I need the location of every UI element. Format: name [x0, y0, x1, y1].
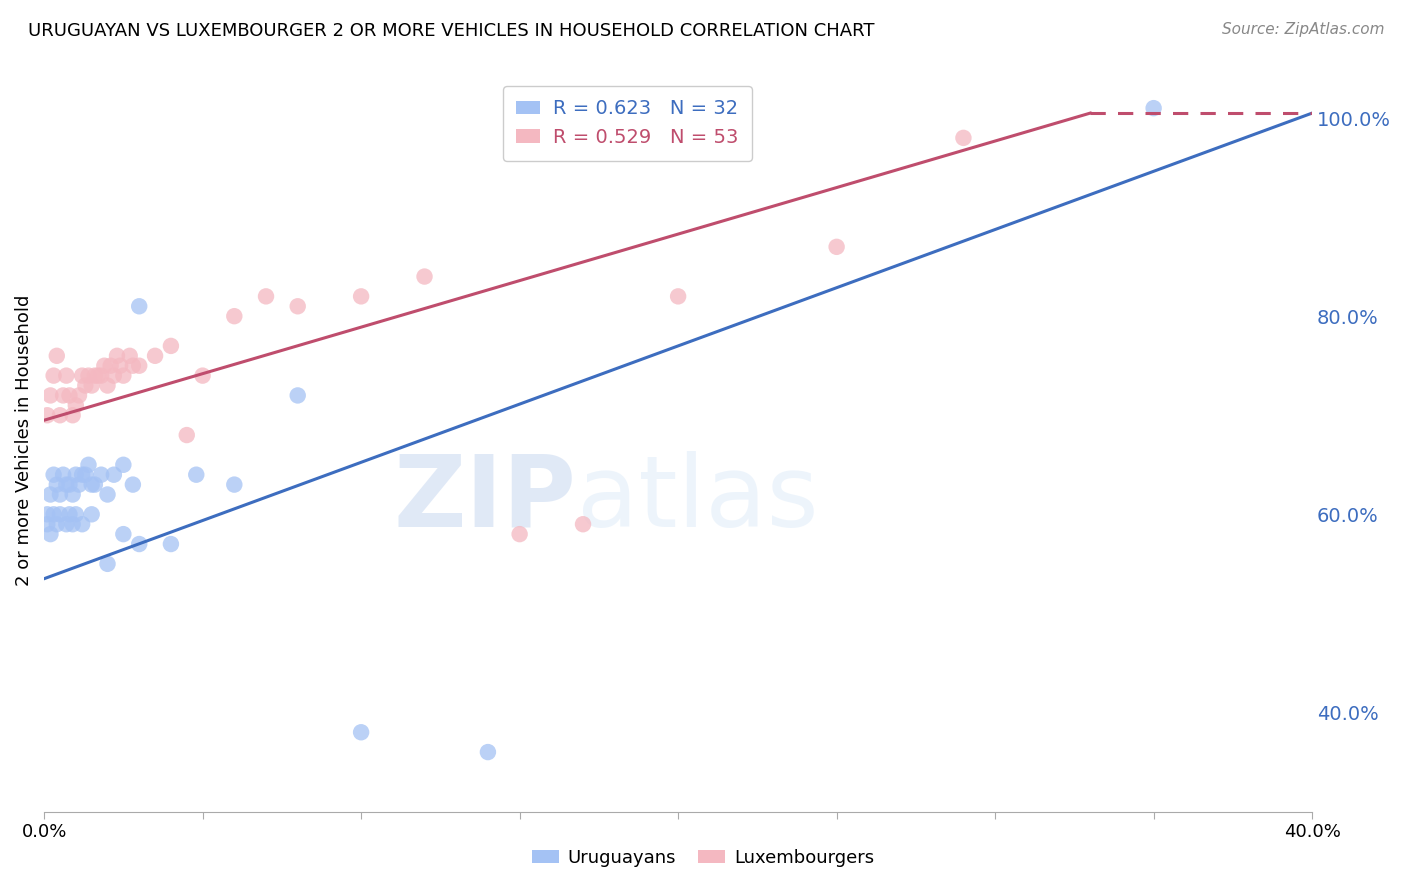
- Point: [67, 477, 90, 491]
- Point: [80, 508, 103, 522]
- Legend: R = 0.623   N = 32, R = 0.529   N = 53: R = 0.623 N = 32, R = 0.529 N = 53: [502, 86, 752, 161]
- Point: [80, 477, 103, 491]
- Point: [55, 477, 77, 491]
- Point: [413, 269, 436, 284]
- Point: [58, 388, 80, 402]
- Point: [287, 299, 309, 313]
- Point: [93, 359, 115, 373]
- Point: [90, 368, 112, 383]
- Point: [65, 508, 87, 522]
- Point: [825, 240, 848, 254]
- Point: [75, 467, 97, 482]
- Point: [952, 131, 974, 145]
- Point: [52, 467, 75, 482]
- Point: [39, 487, 62, 501]
- Text: Source: ZipAtlas.com: Source: ZipAtlas.com: [1222, 22, 1385, 37]
- Point: [160, 339, 183, 353]
- Point: [143, 349, 166, 363]
- Text: ZIP: ZIP: [394, 451, 576, 548]
- Point: [83, 477, 105, 491]
- Point: [122, 477, 145, 491]
- Point: [122, 359, 145, 373]
- Point: [62, 409, 84, 423]
- Point: [287, 388, 309, 402]
- Point: [70, 467, 93, 482]
- Point: [83, 368, 105, 383]
- Point: [77, 458, 100, 472]
- Point: [70, 368, 93, 383]
- Point: [103, 368, 125, 383]
- Point: [70, 517, 93, 532]
- Point: [350, 725, 373, 739]
- Text: URUGUAYAN VS LUXEMBOURGER 2 OR MORE VEHICLES IN HOUSEHOLD CORRELATION CHART: URUGUAYAN VS LUXEMBOURGER 2 OR MORE VEHI…: [28, 22, 875, 40]
- Point: [100, 359, 122, 373]
- Y-axis label: 2 or more Vehicles in Household: 2 or more Vehicles in Household: [15, 294, 32, 586]
- Point: [58, 477, 80, 491]
- Point: [176, 428, 198, 442]
- Point: [42, 508, 65, 522]
- Point: [49, 487, 72, 501]
- Point: [160, 537, 183, 551]
- Point: [75, 378, 97, 392]
- Point: [42, 467, 65, 482]
- Point: [112, 458, 135, 472]
- Point: [477, 745, 499, 759]
- Point: [55, 368, 77, 383]
- Point: [62, 487, 84, 501]
- Point: [666, 289, 689, 303]
- Legend: Uruguayans, Luxembourgers: Uruguayans, Luxembourgers: [524, 842, 882, 874]
- Point: [58, 508, 80, 522]
- Point: [90, 467, 112, 482]
- Point: [45, 477, 67, 491]
- Point: [49, 409, 72, 423]
- Point: [254, 289, 277, 303]
- Point: [49, 508, 72, 522]
- Point: [96, 557, 118, 571]
- Point: [45, 349, 67, 363]
- Point: [37, 517, 59, 532]
- Point: [509, 527, 531, 541]
- Point: [224, 309, 246, 323]
- Point: [62, 517, 84, 532]
- Text: atlas: atlas: [576, 451, 818, 548]
- Point: [37, 508, 59, 522]
- Point: [96, 378, 118, 392]
- Point: [128, 299, 150, 313]
- Point: [77, 368, 100, 383]
- Point: [80, 378, 103, 392]
- Point: [108, 359, 131, 373]
- Point: [128, 537, 150, 551]
- Point: [52, 388, 75, 402]
- Point: [96, 487, 118, 501]
- Point: [37, 409, 59, 423]
- Point: [103, 467, 125, 482]
- Point: [67, 388, 90, 402]
- Point: [112, 527, 135, 541]
- Point: [350, 289, 373, 303]
- Point: [112, 368, 135, 383]
- Point: [39, 527, 62, 541]
- Point: [65, 398, 87, 412]
- Point: [105, 349, 128, 363]
- Point: [45, 517, 67, 532]
- Point: [65, 467, 87, 482]
- Point: [1143, 101, 1166, 115]
- Point: [42, 368, 65, 383]
- Point: [39, 388, 62, 402]
- Point: [118, 349, 141, 363]
- Point: [87, 368, 110, 383]
- Point: [186, 467, 208, 482]
- Point: [191, 368, 214, 383]
- Point: [128, 359, 150, 373]
- Point: [224, 477, 246, 491]
- Point: [572, 517, 595, 532]
- Point: [55, 517, 77, 532]
